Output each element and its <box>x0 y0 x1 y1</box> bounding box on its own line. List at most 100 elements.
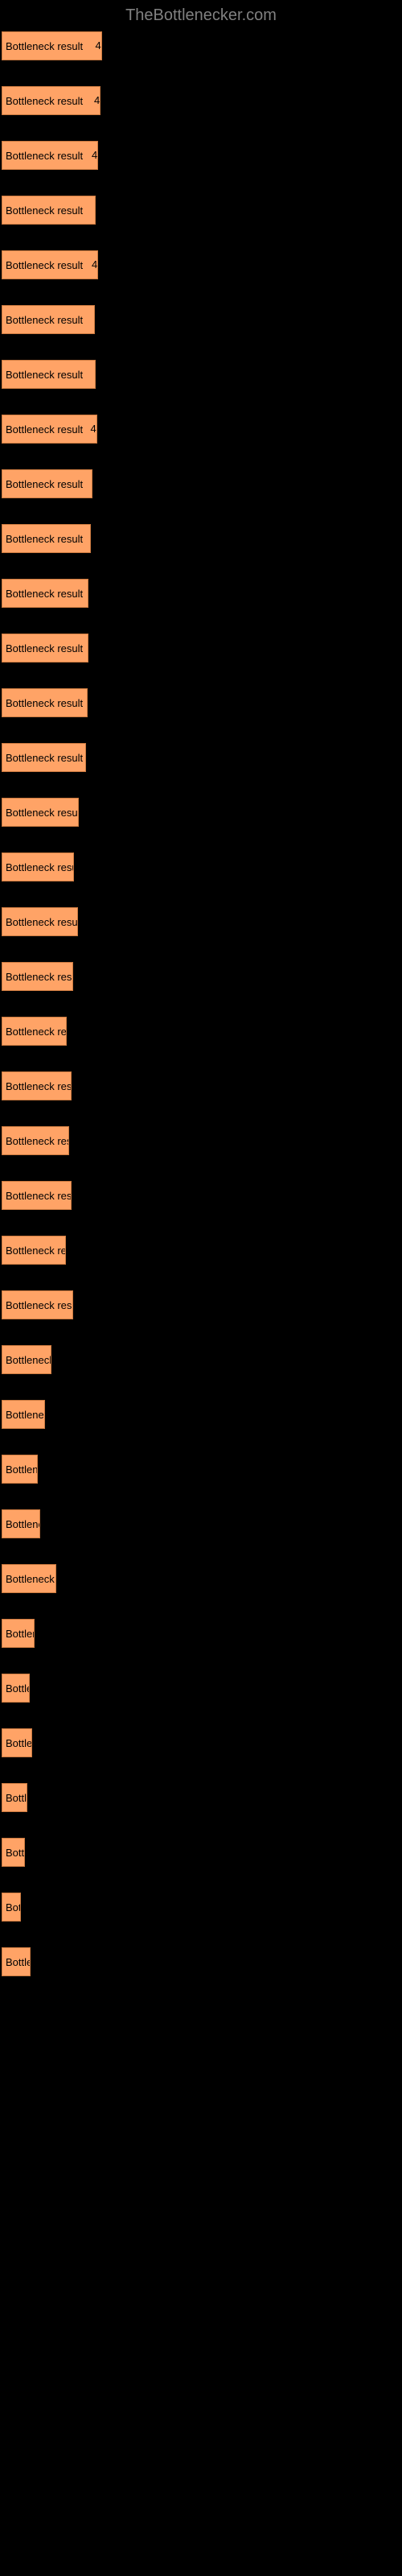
bar-label: Bottleneck result <box>2 1135 68 1147</box>
bar-value: 4 <box>92 149 97 161</box>
bar-value: 4 <box>94 94 100 106</box>
bar-row: Bottleneck result <box>2 360 400 389</box>
bar-label: Bottleneck result <box>2 204 83 217</box>
bar-label: Bottlene <box>2 1463 37 1476</box>
bar-label: Bottleneck result <box>2 95 83 107</box>
bar: Bottleneck result <box>2 250 98 279</box>
bar-label: Bottleneck resu <box>2 1245 65 1257</box>
bar-row: Bottlene <box>2 1455 400 1484</box>
bar-label: Bottleneck r <box>2 1573 55 1585</box>
bar-label: Bottleneck result <box>2 1080 71 1092</box>
bar-value: 4 <box>92 258 97 270</box>
bar: Bottleneck result <box>2 86 100 115</box>
bar: Bot <box>2 1893 21 1922</box>
bar-row: Bott <box>2 1838 400 1867</box>
bar-label: Bottlenec <box>2 1409 44 1421</box>
bar-row: Bottleneck result <box>2 1126 400 1155</box>
bar-row: Bottle <box>2 1728 400 1757</box>
bar-label: Bottleneck resu <box>2 1026 66 1038</box>
bar-label: Bottleneck result <box>2 259 83 271</box>
bar-label: Bottlene <box>2 1518 39 1530</box>
bar-row: Bottleneck result 4 <box>2 141 400 170</box>
bar-row: Bottle <box>2 1674 400 1703</box>
bar-label: Bottle <box>2 1682 29 1695</box>
bar-label: Bottleneck result <box>2 423 83 436</box>
bar: Bottleneck result <box>2 196 96 225</box>
bar: Bottl <box>2 1783 27 1812</box>
bar-label: Bottlen <box>2 1628 34 1640</box>
chart-container: Bottleneck result4Bottleneck result4Bott… <box>0 28 402 2005</box>
bar-row: Bottleneck result <box>2 305 400 334</box>
bar: Bottleneck result <box>2 469 92 498</box>
bar-row: Bottleneck result <box>2 852 400 881</box>
bar-row: Bot <box>2 1893 400 1922</box>
bar-value: 4 <box>91 423 96 435</box>
bar-row: Bottleneck result <box>2 688 400 717</box>
bar-label: Bottle <box>2 1737 31 1749</box>
bar: Bottleneck result <box>2 579 88 608</box>
bar: Bottleneck result <box>2 415 97 444</box>
bar-row: Bottleneck result4 <box>2 31 400 60</box>
bar: Bottle <box>2 1674 30 1703</box>
bar-label: Bottle <box>2 1956 30 1968</box>
bar-label: Bottleneck result <box>2 1190 71 1202</box>
bar-row: Bottleneck result <box>2 743 400 772</box>
bar-label: Bottleneck result <box>2 971 72 983</box>
bar: Bottlene <box>2 1455 38 1484</box>
bar: Bottlene <box>2 1509 40 1538</box>
bar: Bottleneck result <box>2 907 78 936</box>
bar: Bottlen <box>2 1619 35 1648</box>
bar: Bottleneck result <box>2 743 86 772</box>
bar: Bottleneck resu <box>2 1017 67 1046</box>
bar-row: Bottle <box>2 1947 400 1976</box>
bar-label: Bottleneck result <box>2 478 83 490</box>
bar-row: Bottleneck result <box>2 1181 400 1210</box>
bar-row: Bottleneck result <box>2 1290 400 1319</box>
bar-row: Bottleneck result <box>2 798 400 827</box>
bar-row: Bottlene <box>2 1509 400 1538</box>
bar: Bottleneck result <box>2 852 74 881</box>
bar: Bottleneck result <box>2 1126 69 1155</box>
bar-label: Bottleneck result <box>2 150 83 162</box>
bar: Bottlenec <box>2 1400 45 1429</box>
bar: Bottleneck resu <box>2 1236 66 1265</box>
bar-row: Bottleneck <box>2 1345 400 1374</box>
bar: Bottleneck result <box>2 1071 72 1100</box>
bar: Bottleneck result <box>2 688 88 717</box>
bar-label: Bottleneck result <box>2 369 83 381</box>
bar-label: Bottleneck result <box>2 642 83 654</box>
bar: Bottleneck result <box>2 31 102 60</box>
bar: Bottle <box>2 1728 32 1757</box>
bar-row: Bottleneck result <box>2 524 400 553</box>
bar: Bottle <box>2 1947 31 1976</box>
bar: Bottleneck result <box>2 524 91 553</box>
bar: Bottleneck result <box>2 634 88 663</box>
bar-label: Bottleneck result <box>2 807 78 819</box>
bar-label: Bottl <box>2 1792 27 1804</box>
bar-value: 4 <box>96 39 101 52</box>
bar-row: Bottleneck result <box>2 469 400 498</box>
bar: Bottleneck result <box>2 962 73 991</box>
bar: Bottleneck result <box>2 1181 72 1210</box>
bar: Bottleneck result <box>2 798 79 827</box>
bar-row: Bottleneck result 4 <box>2 250 400 279</box>
bar-label: Bot <box>2 1901 20 1913</box>
bar-row: Bottlen <box>2 1619 400 1648</box>
header: TheBottlenecker.com <box>0 0 402 28</box>
bar-row: Bottleneck result <box>2 196 400 225</box>
bar-label: Bottleneck result <box>2 752 83 764</box>
bar-row: Bottleneck result 4 <box>2 415 400 444</box>
bar-row: Bottleneck result <box>2 962 400 991</box>
bar: Bottleneck result <box>2 305 95 334</box>
bar: Bottleneck result <box>2 360 96 389</box>
bar: Bottleneck r <box>2 1564 56 1593</box>
bar-row: Bottleneck resu <box>2 1017 400 1046</box>
bar-row: Bottlenec <box>2 1400 400 1429</box>
bar: Bottleneck result <box>2 141 98 170</box>
bar-row: Bottleneck result <box>2 907 400 936</box>
bar: Bott <box>2 1838 25 1867</box>
bar: Bottleneck <box>2 1345 51 1374</box>
bar-label: Bottleneck result <box>2 1299 72 1311</box>
bar-label: Bottleneck result <box>2 588 83 600</box>
bar-label: Bottleneck result <box>2 916 77 928</box>
